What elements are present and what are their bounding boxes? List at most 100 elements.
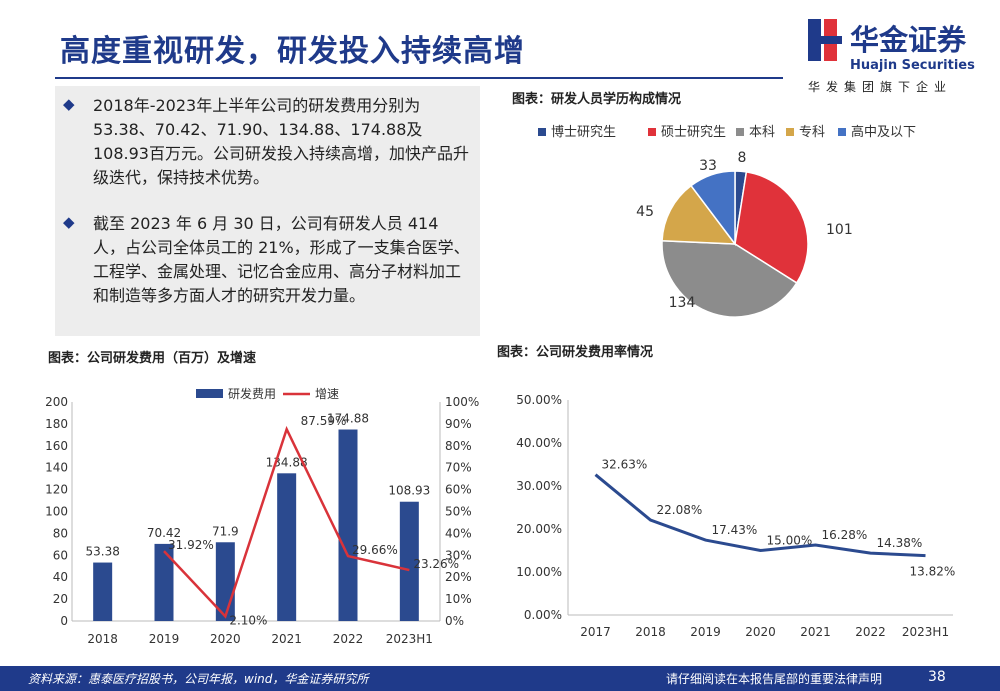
pie-legend-label: 硕士研究生	[661, 125, 726, 140]
footer-disclaimer: 请仔细阅读在本报告尾部的重要法律声明	[666, 672, 883, 686]
expense-bar	[399, 501, 419, 621]
pie-slice	[661, 240, 798, 318]
bar-y-tick-label: 140	[45, 461, 68, 475]
summary-paragraph-2: 截至 2023 年 6 月 30 日，公司有研发人员 414 人，占公司全体员工…	[93, 214, 470, 305]
line-x-tick-label: 2021	[800, 625, 831, 639]
bar-y-tick-label: 0	[60, 614, 68, 628]
expense-bar	[277, 473, 297, 621]
pie-value-label: 8	[738, 150, 747, 166]
line-y-tick-label: 30.00%	[516, 479, 562, 493]
line-x-tick-label: 2019	[690, 625, 721, 639]
bar-x-tick-label: 2022	[333, 632, 364, 646]
expense-bar	[338, 429, 358, 621]
bar-x-tick-label: 2023H1	[386, 632, 433, 646]
growth-label: 31.92%	[168, 538, 214, 552]
ratio-label: 14.38%	[877, 536, 923, 550]
logo-subtitle: 华发集团旗下企业	[808, 80, 953, 94]
pie-legend-label: 专科	[799, 125, 825, 140]
expense-bar	[154, 543, 174, 621]
expense-bar-label: 71.9	[212, 524, 239, 538]
bar-y2-tick-label: 40%	[445, 526, 472, 540]
bar-x-tick-label: 2018	[87, 632, 118, 646]
pie-chart-title: 图表：研发人员学历构成情况	[512, 92, 682, 107]
bar-x-tick-label: 2020	[210, 632, 241, 646]
growth-label: 2.10%	[229, 613, 267, 627]
pie-slice	[690, 170, 736, 247]
education-pie-chart: 博士研究生 硕士研究生 本科 专科 高中及以下 8 101 134 45 33	[538, 124, 916, 318]
bar-y2-tick-label: 20%	[445, 570, 472, 584]
bar-y2-tick-label: 10%	[445, 592, 472, 606]
pie-legend-swatch	[786, 128, 794, 136]
page-number: 38	[928, 669, 946, 685]
growth-label: 23.26%	[413, 557, 459, 571]
summary-box: ◆ 2018年-2023年上半年公司的研发费用分别为53.38、70.42、71…	[55, 86, 480, 336]
pie-legend-swatch	[736, 128, 744, 136]
line-y-tick-label: 10.00%	[516, 565, 562, 579]
growth-label: 29.66%	[352, 543, 398, 557]
ratio-label: 16.28%	[822, 528, 868, 542]
bar-y2-tick-label: 0%	[445, 614, 464, 628]
rd-expense-bar-chart: 研发费用 增速 0 20 40 60 80 100 120 140 160 180 200 0% 10% 20…	[45, 386, 479, 646]
line-x-tick-label: 2020	[745, 625, 776, 639]
title-underline	[55, 77, 783, 79]
ratio-label: 17.43%	[712, 523, 758, 537]
bar-y-tick-label: 100	[45, 505, 68, 519]
logo-mark-bar	[814, 36, 842, 44]
bar-y2-tick-label: 100%	[445, 395, 479, 409]
bar-y-tick-label: 20	[53, 592, 68, 606]
expense-bar	[93, 562, 113, 621]
bar-chart-title: 图表：公司研发费用（百万）及增速	[48, 351, 257, 366]
bar-y2-tick-label: 50%	[445, 505, 472, 519]
pie-value-label: 134	[669, 295, 696, 311]
pie-value-label: 45	[636, 204, 654, 220]
line-y-tick-label: 40.00%	[516, 436, 562, 450]
bar-x-tick-label: 2021	[271, 632, 302, 646]
expense-bar-label: 70.42	[147, 526, 181, 540]
line-y-tick-label: 0.00%	[524, 608, 562, 622]
bar-y2-tick-label: 30%	[445, 548, 472, 562]
line-x-tick-label: 2018	[635, 625, 666, 639]
pie-legend-label: 本科	[749, 125, 775, 140]
pie-value-label: 101	[826, 222, 853, 238]
line-x-tick-label: 2022	[855, 625, 886, 639]
bar-y-tick-label: 120	[45, 483, 68, 497]
bar-y-tick-label: 80	[53, 526, 68, 540]
pie-legend-swatch	[538, 128, 546, 136]
footer-bar: 资料来源：惠泰医疗招股书，公司年报，wind，华金证券研究所 请仔细阅读在本报告…	[0, 666, 1000, 691]
pie-slice	[661, 184, 737, 245]
summary-paragraph-1: 2018年-2023年上半年公司的研发费用分别为53.38、70.42、71.9…	[93, 96, 469, 187]
ratio-line	[594, 473, 926, 558]
bar-legend-label: 研发费用	[228, 386, 276, 401]
bar-y-tick-label: 160	[45, 439, 68, 453]
bar-x-tick-label: 2019	[149, 632, 180, 646]
growth-label: 87.59%	[301, 414, 347, 428]
pie-legend-swatch	[838, 128, 846, 136]
logo-en-text: Huajin Securities	[850, 58, 975, 73]
bullet-diamond-icon: ◆	[63, 95, 75, 113]
bar-y-tick-label: 40	[53, 570, 68, 584]
growth-line	[163, 425, 410, 619]
page-title: 高度重视研发，研发投入持续高增	[60, 34, 525, 69]
bar-y-tick-label: 60	[53, 548, 68, 562]
expense-bar-label: 53.38	[85, 545, 119, 559]
line-chart-title: 图表：公司研发费用率情况	[497, 345, 654, 360]
ratio-label: 32.63%	[602, 458, 648, 472]
line-y-tick-label: 20.00%	[516, 522, 562, 536]
bar-y-tick-label: 200	[45, 395, 68, 409]
footer-source: 资料来源：惠泰医疗招股书，公司年报，wind，华金证券研究所	[28, 672, 369, 686]
bar-y2-tick-label: 80%	[445, 439, 472, 453]
huajin-logo: 华金证券 Huajin Securities	[808, 19, 975, 73]
bar-y2-tick-label: 70%	[445, 461, 472, 475]
pie-legend-swatch	[648, 128, 656, 136]
ratio-label: 13.82%	[910, 565, 956, 579]
pie-legend-label: 高中及以下	[851, 124, 916, 140]
line-x-tick-label: 2023H1	[902, 625, 949, 639]
line-y-tick-label: 50.00%	[516, 393, 562, 407]
expense-bar-label: 108.93	[388, 484, 430, 498]
bar-y2-tick-label: 90%	[445, 417, 472, 431]
bullet-diamond-icon: ◆	[63, 213, 75, 231]
pie-legend-label: 博士研究生	[551, 125, 616, 140]
growth-legend-label: 增速	[315, 387, 339, 401]
expense-bar-label: 174.88	[327, 412, 369, 426]
line-x-tick-label: 2017	[580, 625, 611, 639]
